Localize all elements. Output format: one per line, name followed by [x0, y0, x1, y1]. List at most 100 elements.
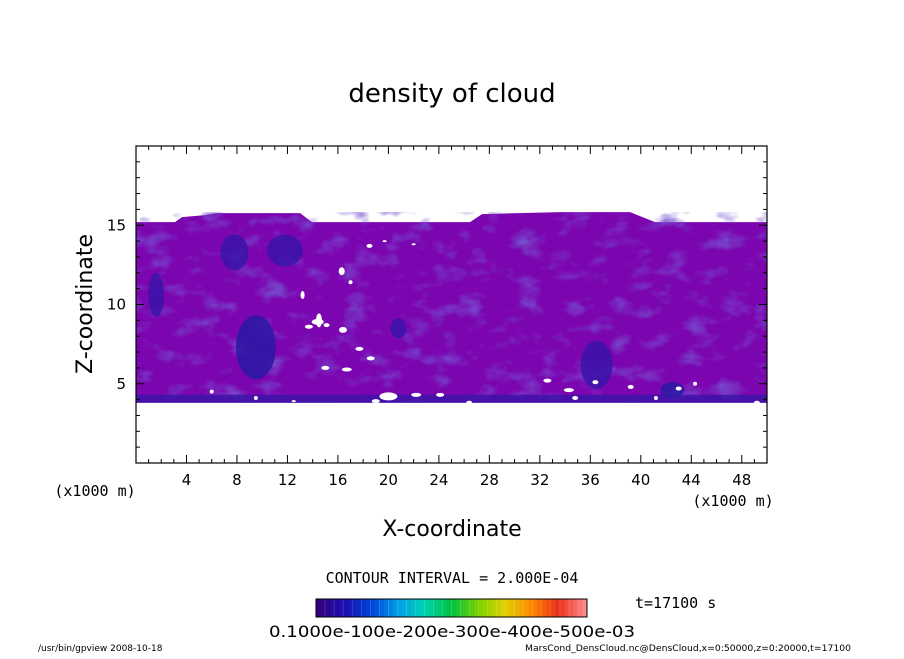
colorbar-cell: [446, 599, 452, 617]
colorbar-cell: [397, 599, 403, 617]
y-axis-label: Z-coordinate: [73, 234, 98, 374]
cloud-core: [390, 318, 407, 339]
colorbar-cell: [433, 599, 439, 617]
clear-air-patch: [592, 380, 599, 385]
x-tick-label: 20: [379, 471, 398, 489]
chart-title: density of cloud: [348, 79, 555, 109]
x-unit-right: (x1000 m): [692, 492, 773, 510]
colorbar-cell: [356, 599, 362, 617]
y-tick-label: 10: [107, 296, 126, 314]
colorbar-cell: [537, 599, 543, 617]
cloud-base-band: [136, 394, 767, 403]
x-axis: 4 8 12 16 20 24 28 32 36 40 44 48: [135, 146, 768, 489]
colorbar-cell: [573, 599, 579, 617]
clear-air-patch: [411, 243, 416, 246]
colorbar-cell: [334, 599, 340, 617]
x-tick-label: 8: [232, 471, 242, 489]
contour-interval: CONTOUR INTERVAL = 2.000E-04: [326, 569, 579, 587]
colorbar-cell: [577, 599, 583, 617]
y-tick-label: 15: [107, 216, 126, 234]
colorbar-cell: [451, 599, 457, 617]
colorbar-cell: [392, 599, 398, 617]
clear-air-patch: [253, 396, 258, 401]
colorbar-cell: [352, 599, 358, 617]
clear-air-patch: [355, 346, 364, 351]
colorbar-cell: [437, 599, 443, 617]
x-tick-label: 36: [581, 471, 600, 489]
x-tick-label: 44: [682, 471, 701, 489]
clear-air-patch: [543, 378, 552, 383]
colorbar-cell: [568, 599, 574, 617]
colorbar-cell: [388, 599, 394, 617]
clear-air-patch: [382, 240, 387, 243]
x-tick-label: 24: [429, 471, 448, 489]
cloud-layer: [136, 212, 767, 405]
clear-air-patch: [315, 313, 322, 328]
colorbar-cell: [510, 599, 516, 617]
x-tick-label: 48: [732, 471, 751, 489]
colorbar-cell: [541, 599, 547, 617]
colorbar-cell: [415, 599, 421, 617]
colorbar-cell: [456, 599, 462, 617]
colorbar-cell: [550, 599, 556, 617]
clear-air-patch: [753, 400, 760, 405]
clear-air-patch: [291, 400, 296, 403]
colorbar-cell: [361, 599, 367, 617]
colorbar-cell: [428, 599, 434, 617]
clear-air-patch: [653, 396, 658, 401]
clear-air-patch: [338, 326, 347, 333]
colorbar-cell: [505, 599, 511, 617]
clear-air-patch: [348, 280, 353, 285]
cloud-core: [580, 340, 613, 389]
clear-air-patch: [323, 323, 330, 328]
colorbar-cell: [347, 599, 353, 617]
clear-air-patch: [466, 400, 473, 405]
x-axis-label: X-coordinate: [382, 517, 521, 542]
clear-air-patch: [300, 290, 305, 299]
colorbar-cell: [474, 599, 480, 617]
colorbar-cell: [374, 599, 380, 617]
colorbar-cell: [365, 599, 371, 617]
colorbar-cell: [487, 599, 493, 617]
footer-left: /usr/bin/gpview 2008-10-18: [38, 644, 163, 654]
colorbar-cell: [343, 599, 349, 617]
clear-air-patch: [341, 367, 352, 372]
cloud-core: [220, 234, 249, 271]
clear-air-patch: [411, 392, 422, 397]
colorbar-cell: [329, 599, 335, 617]
cloud-core: [660, 382, 685, 399]
x-tick-label: 40: [631, 471, 650, 489]
clear-air-patch: [436, 392, 445, 397]
colorbar-cell: [564, 599, 570, 617]
clear-air-patch: [366, 243, 373, 248]
cloud-core: [148, 272, 165, 317]
colorbar-cell: [419, 599, 425, 617]
clear-air-patch: [304, 324, 313, 329]
colorbar-cell: [424, 599, 430, 617]
colorbar-cell: [379, 599, 385, 617]
colorbar-cell: [320, 599, 326, 617]
clear-air-patch: [563, 388, 574, 393]
y-tick-label: 5: [116, 375, 126, 393]
x-unit-left: (x1000 m): [54, 482, 135, 500]
colorbar-cell: [316, 599, 322, 617]
colorbar-cell: [460, 599, 466, 617]
y-axis: 5 10 15: [107, 145, 767, 464]
clear-air-patch: [675, 386, 682, 391]
x-tick-label: 12: [278, 471, 297, 489]
colorbar-cell: [406, 599, 412, 617]
colorbar-cell: [442, 599, 448, 617]
colorbar-cell: [325, 599, 331, 617]
colorbar-cell: [383, 599, 389, 617]
clear-air-patch: [572, 396, 579, 401]
colorbar-cell: [555, 599, 561, 617]
clear-air-patch: [209, 389, 214, 394]
colorbar-cell: [532, 599, 538, 617]
colorbar-cell: [401, 599, 407, 617]
colorbar-cell: [514, 599, 520, 617]
clear-air-patch: [693, 381, 698, 386]
colorbar-cell: [338, 599, 344, 617]
colorbar-cell: [559, 599, 565, 617]
